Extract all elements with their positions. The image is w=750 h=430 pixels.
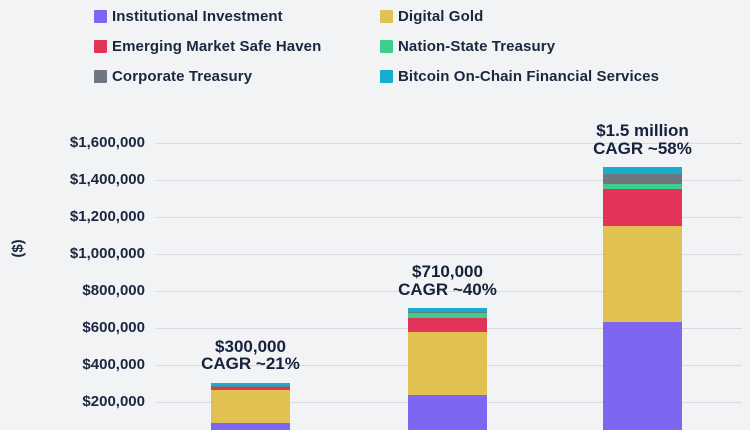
annotation-line: CAGR ~40% [398,279,497,299]
annotation-line: CAGR ~58% [593,138,692,158]
legend-swatch-icon [94,70,107,83]
gridline [155,217,742,218]
y-tick-label: $1,400,000 [69,171,145,188]
bar-segment [408,331,487,395]
legend-item: Nation-State Treasury [380,38,555,55]
legend-item: Institutional Investment [94,8,283,25]
bar-segment [408,394,487,430]
y-tick-label: $400,000 [82,356,145,373]
gridline [155,254,742,255]
gridline [155,180,742,181]
bar-segment [603,189,682,227]
bar-segment [408,313,487,318]
y-tick-label: $1,000,000 [69,245,145,262]
legend-swatch-icon [380,70,393,83]
legend-label: Emerging Market Safe Haven [112,38,322,55]
bar-segment [408,308,487,313]
bar-annotation: $300,000 CAGR ~21% [141,338,361,373]
legend-swatch-icon [380,10,393,23]
annotation-line: $710,000 [412,262,483,282]
legend-swatch-icon [94,10,107,23]
annotation-line: $1.5 million [596,121,689,141]
bar-segment [408,317,487,332]
bar-segment [408,312,487,314]
legend-label: Digital Gold [398,8,484,25]
bar-segment [211,385,290,387]
bar-segment [603,173,682,184]
bar-segment [603,183,682,190]
annotation-line: CAGR ~21% [201,354,300,374]
gridline [155,291,742,292]
legend-label: Bitcoin On-Chain Financial Services [398,68,660,85]
y-tick-label: $1,200,000 [69,208,145,225]
y-tick-label: $800,000 [82,282,145,299]
y-tick-label: $1,600,000 [69,134,145,151]
legend-swatch-icon [380,40,393,53]
bar-segment [211,390,290,424]
legend-swatch-icon [94,40,107,53]
y-tick-label: $600,000 [82,319,145,336]
bar-segment [211,386,290,391]
y-tick-label: $200,000 [82,393,145,410]
legend-item: Digital Gold [380,8,483,25]
plot-area: $200,000 $400,000 $600,000 $800,000 $1,000,0… [0,120,750,430]
bar-segment [211,382,290,386]
gridline [155,143,742,144]
legend-label: Nation-State Treasury [398,38,556,55]
annotation-line: $300,000 [215,337,286,357]
legend-label: Institutional Investment [112,8,283,25]
bar-segment [603,226,682,323]
bar-segment [603,322,682,430]
bar-annotation: $1.5 million CAGR ~58% [533,122,750,157]
bar-segment [211,423,290,430]
bar-segment [603,167,682,174]
legend-item: Corporate Treasury [94,68,252,85]
legend-item: Bitcoin On-Chain Financial Services [380,68,659,85]
legend-item: Emerging Market Safe Haven [94,38,321,55]
legend-label: Corporate Treasury [112,68,253,85]
bar-annotation: $710,000 CAGR ~40% [338,263,558,298]
